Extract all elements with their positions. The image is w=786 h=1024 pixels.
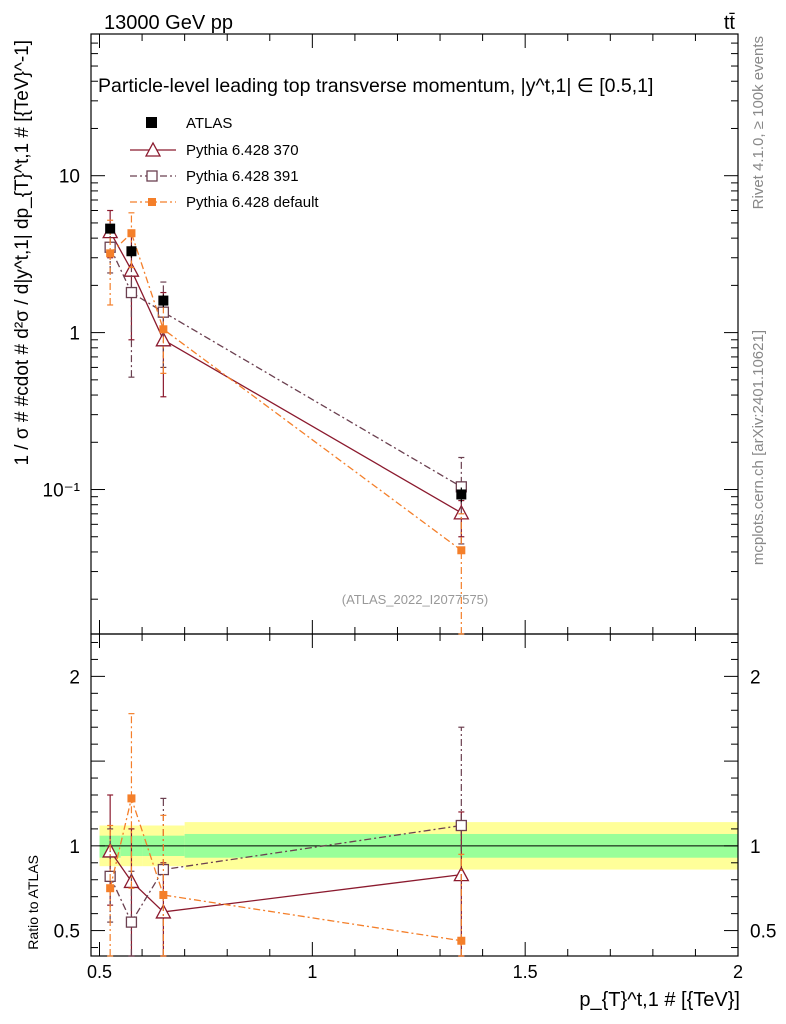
main-atlas-point — [456, 489, 467, 500]
ratio-y-tick-label: 0.5 — [54, 922, 80, 943]
legend-391-label: Pythia 6.428 391 — [186, 168, 299, 185]
y-tick-label: 1 — [69, 324, 80, 345]
legend-default-label: Pythia 6.428 default — [186, 194, 319, 211]
ratio-default-line — [109, 796, 462, 942]
main-atlas-point — [105, 223, 116, 234]
x-tick-label: 0.5 — [87, 962, 112, 982]
ratio-default-point — [457, 936, 466, 945]
main-default-point — [159, 325, 168, 334]
x-axis-label: p_{T}^t,1 # [{TeV}] — [579, 989, 740, 1011]
legend: ATLAS Pythia 6.428 370 Pythia 6.428 391 … — [130, 115, 319, 211]
main-y-axis-label: 1 / σ # #cdot # d²σ / d|y^t,1| dp_{T}^t,… — [12, 40, 33, 466]
ratio-y-tick-label: 1 — [69, 837, 80, 858]
x-tick-label: 1.5 — [513, 962, 538, 982]
ratio-391-point — [455, 819, 467, 832]
ratio-y-tick-label-right: 2 — [750, 667, 761, 688]
main-370-line — [109, 231, 462, 514]
collision-label: 13000 GeV pp — [104, 12, 233, 34]
data-series — [102, 209, 470, 957]
x-tick-label: 2 — [733, 962, 743, 982]
ratio-y-tick-label-right: 0.5 — [750, 922, 776, 943]
x-tick-label: 1 — [307, 962, 317, 982]
ratio-370-point — [155, 903, 172, 919]
rivet-version-label: Rivet 4.1.0, ≥ 100k events — [750, 36, 767, 209]
mcplots-reference-label: mcplots.cern.ch [arXiv:2401.10621] — [750, 330, 767, 565]
legend-default-marker — [148, 198, 156, 206]
legend-370-marker — [144, 141, 162, 157]
main-atlas-point — [126, 246, 137, 257]
ratio-y-tick-label-right: 1 — [750, 837, 761, 858]
y-tick-label: 10⁻¹ — [43, 481, 81, 502]
legend-370-label: Pythia 6.428 370 — [186, 142, 299, 159]
main-default-point — [127, 229, 136, 238]
main-default-point — [106, 249, 115, 258]
y-tick-label: 10 — [59, 167, 80, 188]
process-label: tt̄ — [724, 12, 736, 34]
analysis-watermark: (ATLAS_2022_I2077575) — [342, 592, 488, 607]
ratio-default-point — [159, 890, 168, 899]
plot-title: Particle-level leading top transverse mo… — [98, 75, 653, 97]
ratio-default-point — [127, 794, 136, 803]
ratio-391-line — [109, 824, 462, 924]
main-default-line — [109, 232, 462, 551]
main-391-point — [125, 286, 138, 299]
axis-ticks: 0.5 1 1.5 2 10⁻¹ 1 10 0.5 0.5 1 1 2 2 — [43, 33, 776, 982]
ratio-y-axis-label: Ratio to ATLAS — [25, 855, 41, 950]
legend-391-marker — [146, 170, 158, 182]
legend-atlas-label: ATLAS — [186, 115, 232, 132]
ratio-y-tick-label: 2 — [69, 667, 80, 688]
legend-atlas-marker — [146, 117, 157, 128]
main-391-line — [109, 246, 462, 488]
ratio-391-point — [125, 916, 138, 928]
ratio-uncertainty-bands — [99, 822, 739, 870]
main-atlas-point — [158, 295, 169, 306]
main-default-point — [457, 546, 466, 555]
ratio-default-point — [106, 884, 115, 893]
ratio-plot-frame — [90, 633, 739, 957]
